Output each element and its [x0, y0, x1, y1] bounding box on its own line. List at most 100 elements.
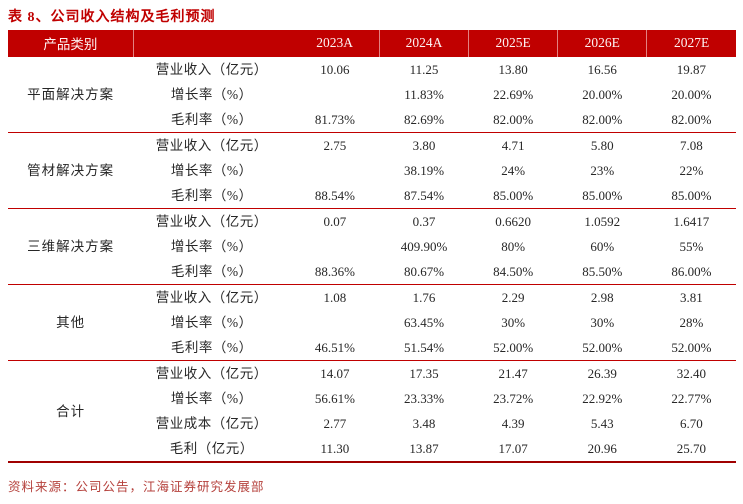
value-cell: 17.07 [498, 441, 528, 456]
metric-label-cell: 营业收入（亿元） [133, 56, 291, 82]
table-row: 增长率（%） 38.19% 24% 23% 22% [8, 158, 736, 183]
value-cell: 1.6417 [646, 208, 736, 234]
value-cell [290, 158, 379, 183]
value-cell: 21.47 [468, 360, 558, 386]
value-cell: 2.75 [290, 132, 380, 158]
table-row: 三维解决方案 营业收入（亿元） 0.07 0.37 0.6620 1.0592 1.6417 [8, 208, 736, 285]
value-cell: 85.00% [493, 188, 534, 203]
value-cell: 82.00% [582, 112, 623, 127]
table-row: 平面解决方案 营业收入（亿元） 10.06 11.25 13.80 16.56 19.87 [8, 56, 736, 133]
table-row: 管材解决方案 营业收入（亿元） 2.75 3.80 4.71 5.80 7.08 [8, 132, 736, 209]
value-cell [290, 234, 379, 259]
value-cell: 5.43 [590, 416, 614, 431]
value-cell: 82.69% [403, 112, 445, 127]
value-cell: 4.39 [501, 416, 525, 431]
value-cell: 2.77 [323, 416, 347, 431]
product-category-cell: 管材解决方案 [8, 132, 134, 209]
table-row: 毛利率（%） 81.73% 82.69% 82.00% 82.00% 82.00% [8, 107, 736, 133]
value-cell: 0.07 [290, 208, 380, 234]
metric-label-cell: 增长率（%） [170, 315, 253, 330]
value-cell: 20.96 [587, 441, 617, 456]
value-cell: 13.87 [409, 441, 439, 456]
value-cell: 0.37 [379, 208, 469, 234]
value-cell: 23% [590, 163, 615, 178]
metric-label-cell: 营业收入（亿元） [133, 208, 291, 234]
value-cell: 1.76 [379, 284, 469, 310]
value-cell: 22.77% [671, 391, 712, 406]
value-cell: 11.30 [320, 441, 350, 456]
metric-label-cell: 增长率（%） [170, 163, 253, 178]
table-row: 毛利（亿元） 11.30 13.87 17.07 20.96 25.70 [8, 436, 736, 462]
value-cell: 3.48 [412, 416, 436, 431]
value-cell: 26.39 [557, 360, 647, 386]
value-cell: 32.40 [646, 360, 736, 386]
product-category-cell: 其他 [8, 284, 134, 361]
header-product-category: 产品类别 [8, 30, 134, 57]
value-cell: 2.98 [557, 284, 647, 310]
product-category-cell: 平面解决方案 [8, 56, 134, 133]
value-cell: 30% [501, 315, 526, 330]
value-cell: 86.00% [671, 264, 712, 279]
value-cell: 87.54% [403, 188, 445, 203]
value-cell: 19.87 [646, 56, 736, 82]
value-cell: 3.81 [646, 284, 736, 310]
value-cell: 46.51% [314, 340, 355, 355]
value-cell: 22.69% [493, 87, 534, 102]
product-category-cell: 三维解决方案 [8, 208, 134, 285]
metric-label-cell: 毛利率（%） [170, 112, 253, 127]
product-category-cell: 合计 [8, 360, 134, 462]
value-cell: 17.35 [379, 360, 469, 386]
header-year-2027e: 2027E [646, 30, 736, 57]
value-cell [290, 82, 379, 107]
value-cell: 30% [590, 315, 615, 330]
header-spacer [133, 30, 291, 57]
value-cell: 85.00% [582, 188, 623, 203]
value-cell: 22.92% [582, 391, 623, 406]
metric-label-cell: 营业成本（亿元） [155, 416, 268, 431]
value-cell: 81.73% [314, 112, 355, 127]
value-cell: 6.70 [680, 416, 703, 431]
page-title: 表 8、公司收入结构及毛利预测 [8, 10, 216, 25]
value-cell: 14.07 [290, 360, 380, 386]
value-cell: 5.80 [557, 132, 647, 158]
metric-label-cell: 营业收入（亿元） [133, 284, 291, 310]
value-cell: 20.00% [582, 87, 623, 102]
header-year-2026e: 2026E [557, 30, 647, 57]
table-row: 营业成本（亿元） 2.77 3.48 4.39 5.43 6.70 [8, 411, 736, 436]
value-cell: 80% [501, 239, 526, 254]
metric-label-cell: 增长率（%） [170, 87, 253, 102]
header-year-2024a: 2024A [378, 30, 469, 57]
value-cell: 24% [501, 163, 526, 178]
value-cell: 84.50% [493, 264, 534, 279]
value-cell: 23.33% [403, 391, 445, 406]
value-cell: 60% [590, 239, 615, 254]
value-cell: 11.83% [404, 87, 444, 102]
value-cell: 52.00% [582, 340, 623, 355]
value-cell: 51.54% [403, 340, 445, 355]
value-cell: 82.00% [671, 112, 712, 127]
table-body: 平面解决方案 营业收入（亿元） 10.06 11.25 13.80 16.56 19.87 增… [8, 56, 736, 462]
value-cell: 20.00% [671, 87, 712, 102]
value-cell: 409.90% [400, 239, 448, 254]
table-row: 其他 营业收入（亿元） 1.08 1.76 2.29 2.98 3.81 [8, 284, 736, 361]
value-cell: 11.25 [379, 56, 469, 82]
value-cell: 55% [679, 239, 704, 254]
metric-label-cell: 增长率（%） [170, 391, 253, 406]
table-row: 增长率（%） 63.45% 30% 30% 28% [8, 310, 736, 335]
source-note: 资料来源：公司公告，江海证券研究发展部 [8, 480, 265, 494]
value-cell: 28% [679, 315, 704, 330]
value-cell: 10.06 [290, 56, 380, 82]
metric-label-cell: 营业收入（亿元） [133, 360, 291, 386]
value-cell: 23.72% [493, 391, 534, 406]
value-cell: 80.67% [403, 264, 445, 279]
table-row: 增长率（%） 409.90% 80% 60% 55% [8, 234, 736, 259]
metric-label-cell: 毛利率（%） [170, 188, 253, 203]
value-cell: 2.29 [468, 284, 558, 310]
value-cell: 52.00% [493, 340, 534, 355]
value-cell: 88.54% [314, 188, 355, 203]
forecast-table: 产品类别 2023A 2024A 2025E 2026E 2027E 平面解决方… [8, 30, 736, 463]
table-row: 毛利率（%） 88.36% 80.67% 84.50% 85.50% 86.00% [8, 259, 736, 285]
metric-label-cell: 毛利率（%） [170, 264, 253, 279]
value-cell: 38.19% [403, 163, 445, 178]
